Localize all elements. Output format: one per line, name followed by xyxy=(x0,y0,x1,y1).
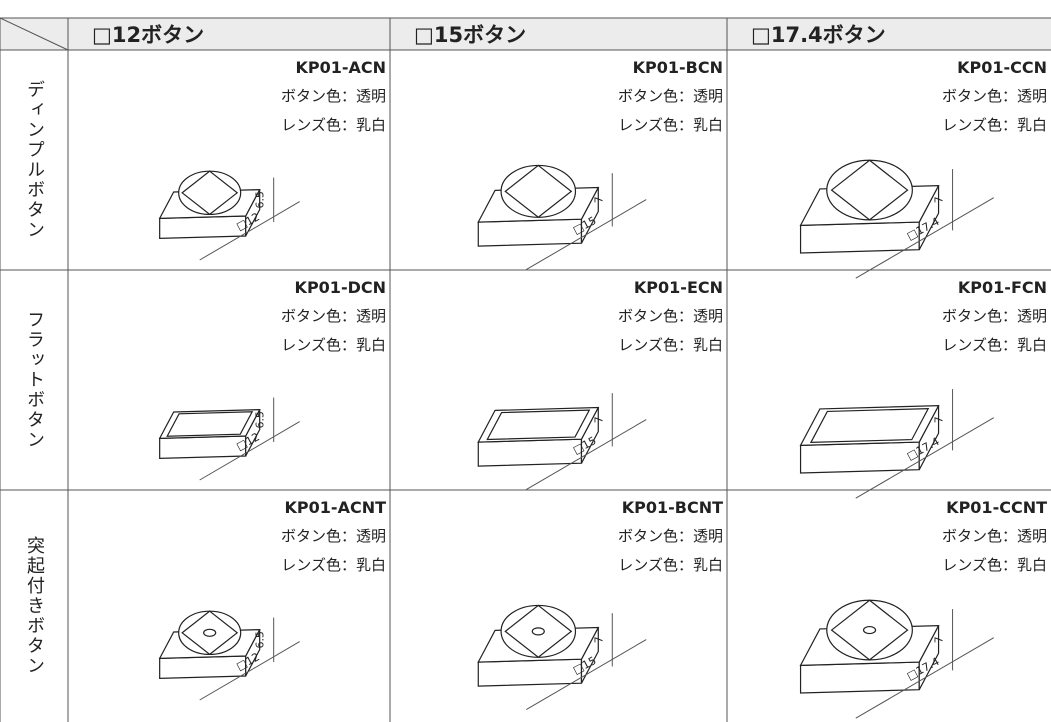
button-drawing: 7□17.4 xyxy=(799,599,995,719)
height-dimension: 6.5 xyxy=(254,411,267,429)
lens-color: レンズ色：乳白 xyxy=(942,336,1047,354)
button-drawing: 7□15 xyxy=(477,164,647,271)
side-face xyxy=(799,441,920,474)
button-color: ボタン色：透明 xyxy=(942,527,1047,545)
button-color: ボタン色：透明 xyxy=(618,527,723,545)
row-header: 突起付きボタン xyxy=(24,536,45,676)
top-face xyxy=(799,405,940,447)
height-dimension: 6.5 xyxy=(254,631,267,649)
lens-color: レンズ色：乳白 xyxy=(618,336,723,354)
dome-square xyxy=(830,159,909,221)
side-face xyxy=(477,438,583,467)
button-drawing: 6.5□12 xyxy=(158,170,300,261)
height-dimension: 7 xyxy=(933,196,946,203)
button-drawing: 7□17.4 xyxy=(799,159,995,279)
height-dimension: 6.5 xyxy=(254,191,267,209)
model-number: KP01-ACNT xyxy=(285,498,387,517)
row-header: フラットボタン xyxy=(24,310,45,450)
side-face xyxy=(799,221,920,254)
lens-color: レンズ色：乳白 xyxy=(281,336,386,354)
height-dimension: 7 xyxy=(933,416,946,423)
dome-square xyxy=(504,164,573,219)
button-color: ボタン色：透明 xyxy=(618,87,723,105)
dome xyxy=(500,164,577,218)
lens-color: レンズ色：乳白 xyxy=(281,556,386,574)
model-number: KP01-ECN xyxy=(634,278,723,297)
height-dimension: 7 xyxy=(933,636,946,643)
dimension-line xyxy=(855,637,995,719)
button-drawing: 7□15 xyxy=(477,604,647,711)
side-face xyxy=(159,655,247,680)
column-header: □12ボタン xyxy=(92,23,204,47)
lens-inset xyxy=(166,411,254,437)
button-drawing: 6.5□12 xyxy=(158,610,300,701)
protrusion xyxy=(862,625,877,635)
height-dimension: 7 xyxy=(592,416,605,423)
dome xyxy=(178,170,242,215)
dome-square xyxy=(181,610,239,656)
model-number: KP01-CCN xyxy=(957,58,1047,77)
dimension-line xyxy=(855,197,995,279)
height-dimension: 7 xyxy=(592,196,605,203)
button-color: ボタン色：透明 xyxy=(281,527,386,545)
lens-color: レンズ色：乳白 xyxy=(281,116,386,134)
dimension-line xyxy=(526,199,647,271)
model-number: KP01-BCN xyxy=(633,58,723,77)
top-face xyxy=(158,408,261,440)
button-color: ボタン色：透明 xyxy=(281,307,386,325)
dimension-line xyxy=(526,639,647,711)
model-number: KP01-BCNT xyxy=(622,498,723,517)
dome-square xyxy=(181,170,239,216)
model-number: KP01-ACN xyxy=(295,58,386,77)
button-color: ボタン色：透明 xyxy=(942,307,1047,325)
side-face xyxy=(159,215,247,240)
model-number: KP01-CCNT xyxy=(946,498,1047,517)
model-number: KP01-DCN xyxy=(295,278,386,297)
side-face xyxy=(159,435,247,460)
side-face xyxy=(799,661,920,694)
lens-color: レンズ色：乳白 xyxy=(618,116,723,134)
column-header: □15ボタン xyxy=(414,23,526,47)
dome-square xyxy=(830,599,909,661)
lens-inset xyxy=(809,408,930,444)
dimension-line xyxy=(199,641,300,701)
button-drawing: 7□15 xyxy=(477,393,647,491)
dimension-line xyxy=(199,201,300,261)
button-color: ボタン色：透明 xyxy=(942,87,1047,105)
side-face xyxy=(477,218,583,247)
button-drawing: 6.5□12 xyxy=(158,397,300,481)
dome-square xyxy=(504,604,573,659)
button-color: ボタン色：透明 xyxy=(281,87,386,105)
dimension-line xyxy=(199,421,300,481)
top-face xyxy=(477,406,600,443)
lens-color: レンズ色：乳白 xyxy=(618,556,723,574)
button-drawing: 7□17.4 xyxy=(799,389,995,499)
dome xyxy=(826,159,913,221)
header-background xyxy=(0,18,1051,50)
lens-inset xyxy=(486,409,591,441)
row-header: ディンプルボタン xyxy=(24,80,45,240)
dimension-line xyxy=(855,417,995,499)
protrusion xyxy=(531,627,545,636)
dimension-line xyxy=(526,419,647,491)
lens-color: レンズ色：乳白 xyxy=(942,116,1047,134)
column-header: □17.4ボタン xyxy=(751,23,886,47)
corner-diagonal xyxy=(0,17,69,51)
height-dimension: 7 xyxy=(592,636,605,643)
side-face xyxy=(477,658,583,687)
model-number: KP01-FCN xyxy=(958,278,1047,297)
protrusion xyxy=(203,628,217,637)
button-color: ボタン色：透明 xyxy=(618,307,723,325)
lens-color: レンズ色：乳白 xyxy=(942,556,1047,574)
